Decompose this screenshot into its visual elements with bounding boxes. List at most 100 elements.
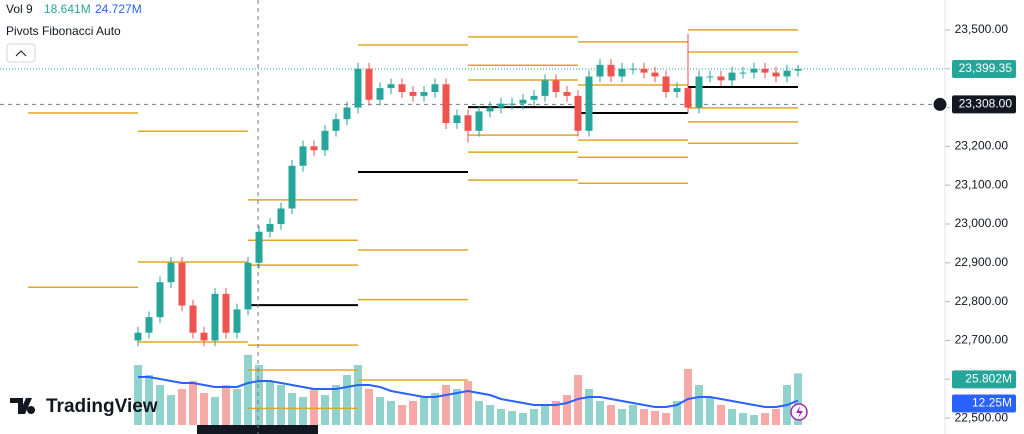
candle-body <box>453 115 461 124</box>
volume-bar <box>695 385 703 425</box>
candle-body <box>442 84 450 124</box>
volume-bar <box>508 411 516 425</box>
candle-body <box>530 95 538 100</box>
candle-body <box>233 309 241 333</box>
last-price-box <box>952 59 1016 78</box>
volume-bar <box>178 389 186 425</box>
candle-body <box>706 76 714 78</box>
y-tick-label: 23,100.00 <box>955 177 1009 191</box>
indicator-label: Pivots Fibonacci Auto <box>6 24 121 38</box>
volume-bar <box>244 355 252 425</box>
candle-body <box>409 92 417 96</box>
volume-bar <box>585 389 593 425</box>
candle-body <box>343 107 351 120</box>
candle-body <box>266 223 274 232</box>
candle-body <box>464 115 472 131</box>
volume-bar <box>662 413 670 425</box>
y-tick-label: 23,500.00 <box>955 22 1009 36</box>
candle-body <box>508 103 516 105</box>
volume-bar <box>717 405 725 425</box>
candle-body <box>134 332 142 341</box>
volume-bar <box>794 373 802 425</box>
candle-body <box>376 88 384 100</box>
candle-body <box>673 88 681 93</box>
bolt-icon <box>796 406 803 418</box>
volume-bar <box>596 401 604 425</box>
volume-bar <box>772 409 780 425</box>
plus-button[interactable] <box>932 96 948 112</box>
candle-body <box>552 80 560 93</box>
crosshair-price-label: 23,308.00 <box>959 97 1013 111</box>
candle-body <box>519 99 527 104</box>
candle-body <box>420 92 428 96</box>
volume-last-box <box>952 370 1016 389</box>
time-label-box <box>197 425 318 434</box>
volume-bar <box>299 397 307 425</box>
candle-body <box>684 88 692 108</box>
volume-bar <box>453 389 461 425</box>
volume-bar <box>541 405 549 425</box>
candle-body <box>310 146 318 151</box>
crosshair-price-box <box>952 95 1016 114</box>
volume-ma-last-label: 12.25M <box>972 396 1012 410</box>
candle-body <box>739 72 747 74</box>
candle-body <box>145 317 153 333</box>
volume-bar <box>189 381 197 425</box>
volume-bar <box>398 405 406 425</box>
candle-body <box>750 68 758 73</box>
logo-icon <box>10 398 36 414</box>
volume-bar <box>332 385 340 425</box>
volume-bar <box>464 381 472 425</box>
volume-bar <box>651 411 659 425</box>
candle-body <box>783 70 791 77</box>
volume-bar <box>365 389 373 425</box>
candle-body <box>541 80 549 96</box>
candle-body <box>387 84 395 89</box>
volume-bar <box>233 389 241 425</box>
volume-bar <box>321 395 329 425</box>
volume-bar <box>354 365 362 425</box>
volume-bar <box>739 413 747 425</box>
volume-bar <box>387 401 395 425</box>
volume-bar <box>134 365 142 425</box>
candle-body <box>299 146 307 166</box>
candle-body <box>651 72 659 77</box>
volume-bar <box>684 369 692 425</box>
candle-body <box>288 165 296 209</box>
logo: TradingView <box>10 396 158 417</box>
chevron-icon <box>15 50 27 57</box>
volume-bar <box>431 393 439 425</box>
volume-ma-value: 24.727M <box>95 2 142 16</box>
volume-bar <box>640 409 648 425</box>
candle-body <box>354 68 362 108</box>
candle-body <box>244 262 252 310</box>
candle-body <box>222 293 230 333</box>
volume-bar <box>255 365 263 425</box>
volume-bar <box>673 401 681 425</box>
volume-bar <box>222 385 230 425</box>
candle-body <box>211 293 219 341</box>
volume-ma-last-box <box>952 394 1016 413</box>
candle-body <box>607 64 615 77</box>
candle-body <box>497 103 505 108</box>
candle-body <box>200 332 208 341</box>
volume-bar <box>563 395 571 425</box>
collapse-button[interactable] <box>6 43 36 63</box>
volume-bar <box>519 413 527 425</box>
candle-body <box>365 68 373 100</box>
volume-label: Vol 9 <box>6 2 33 16</box>
volume-bar <box>376 397 384 425</box>
volume-bar <box>607 405 615 425</box>
candle-body <box>794 68 802 71</box>
candle-body <box>585 76 593 131</box>
candle-body <box>486 107 494 112</box>
candle-body <box>596 64 604 77</box>
y-tick-label: 22,700.00 <box>955 333 1009 347</box>
volume-bar <box>475 401 483 425</box>
volume-bar <box>420 397 428 425</box>
volume-bar <box>409 401 417 425</box>
volume-bar <box>167 395 175 425</box>
candle-body <box>277 208 285 224</box>
candle-body <box>167 262 175 283</box>
